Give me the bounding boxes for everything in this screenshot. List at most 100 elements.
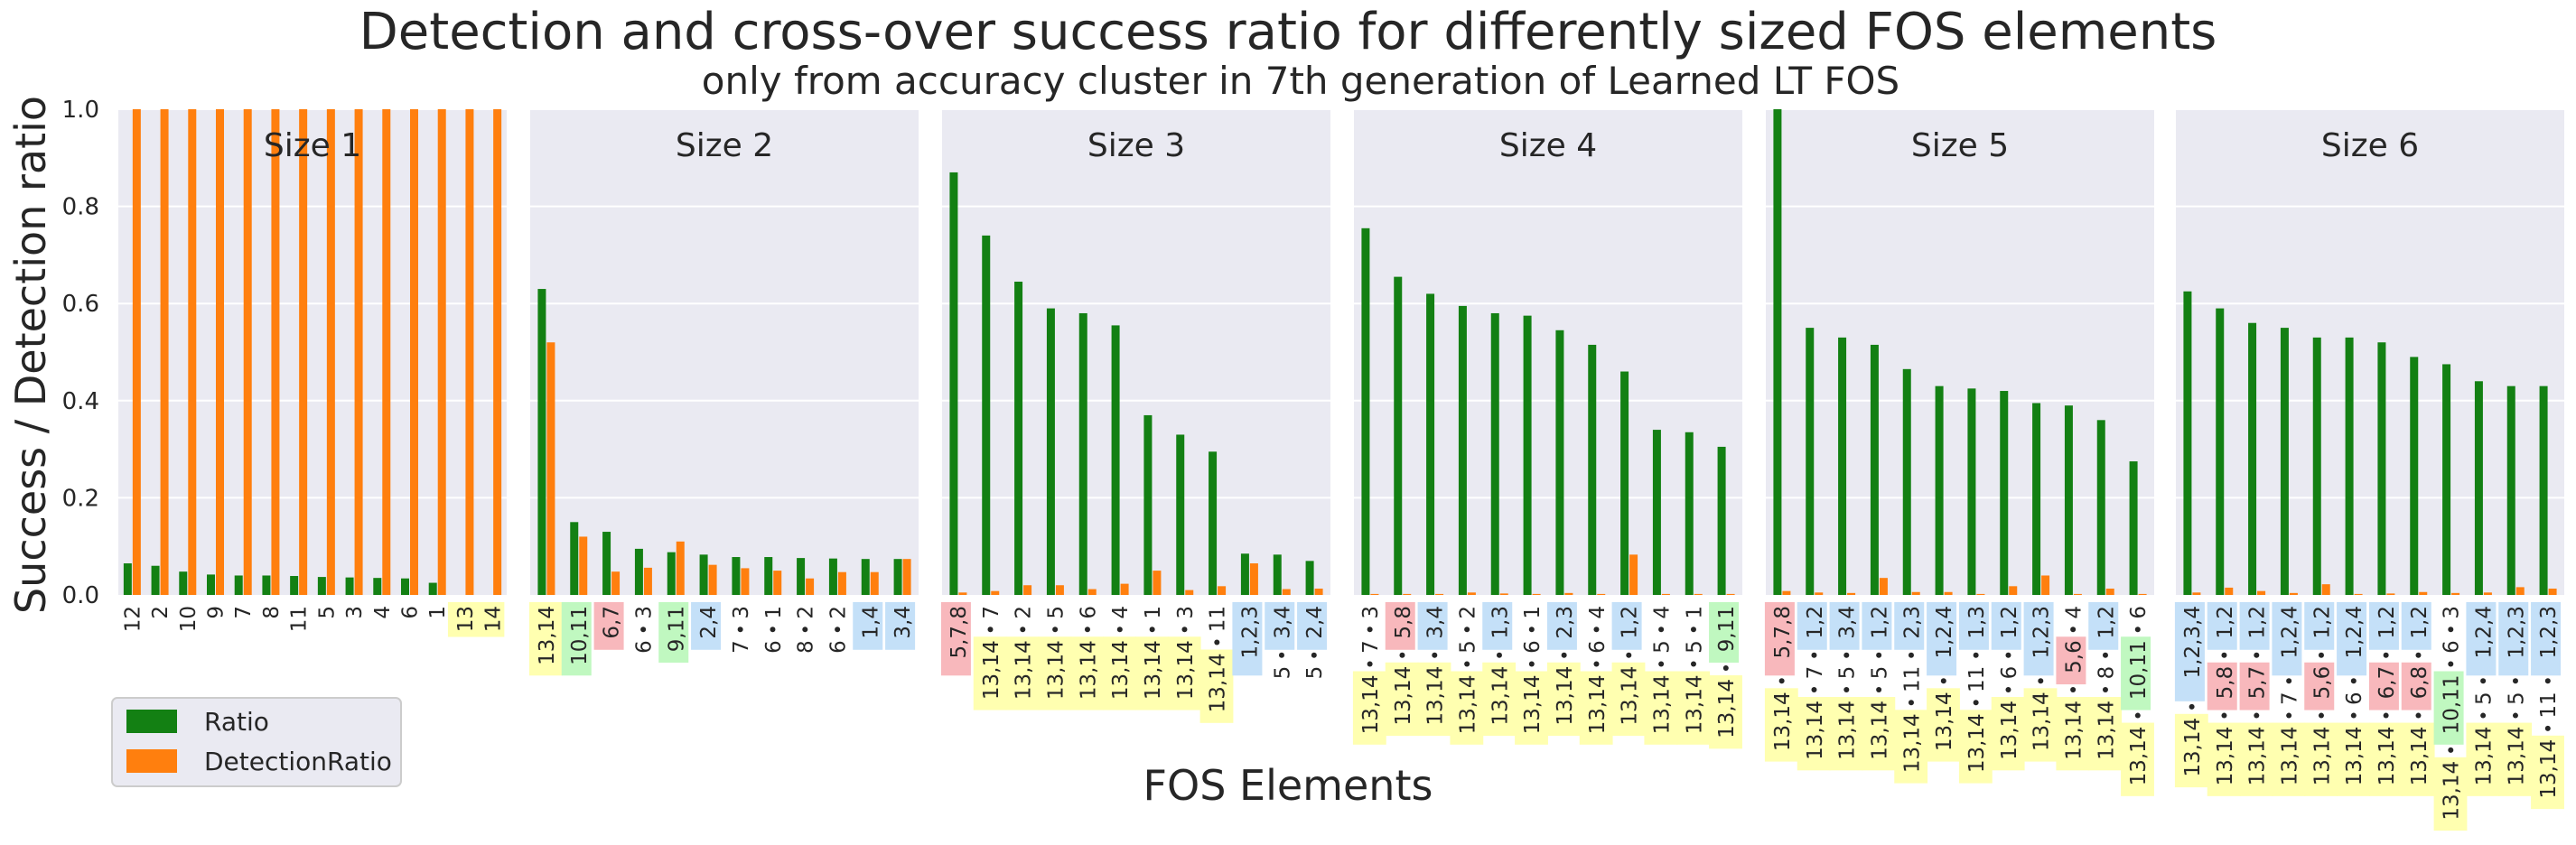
x-tick-label: 9 xyxy=(205,606,229,619)
bar-ratio xyxy=(207,574,215,595)
bar-detection-ratio xyxy=(1314,589,1323,595)
bar-detection-ratio xyxy=(1282,589,1291,595)
tick-separator-dot xyxy=(1432,652,1438,658)
tick-text: 1 xyxy=(1683,606,1706,619)
bar-ratio xyxy=(1426,293,1435,595)
x-tick-label: 1,3 11 13,14 xyxy=(1958,602,1993,784)
tick-text: 13,14 xyxy=(2278,727,2301,786)
tick-separator-dot xyxy=(1464,627,1470,633)
tick-separator-dot xyxy=(1496,652,1502,658)
y-tick-label: 0.2 xyxy=(62,485,99,512)
x-tick-label: 1 xyxy=(426,606,450,619)
bar-detection-ratio xyxy=(1218,586,1227,595)
x-tick-label: 9,11 13,14 xyxy=(1709,602,1742,749)
x-tick-label: 5,7,8 13,14 xyxy=(1764,602,1798,762)
bar-ratio xyxy=(1685,432,1694,595)
bar-ratio xyxy=(317,577,326,595)
tick-text: 1,2 xyxy=(2246,606,2270,639)
tick-text: 13,14 xyxy=(2441,761,2464,821)
tick-text: 7 xyxy=(730,640,753,654)
tick-text: 6,7 xyxy=(601,606,624,639)
bar-detection-ratio xyxy=(1370,593,1379,595)
tick-highlight-yellow xyxy=(2466,722,2500,796)
tick-separator-dot xyxy=(2189,703,2195,710)
bar-ratio xyxy=(2410,357,2419,595)
tick-highlight-blue xyxy=(2174,602,2205,701)
tick-text: 7 xyxy=(1359,640,1383,654)
tick-separator-dot xyxy=(1561,652,1567,658)
tick-separator-dot xyxy=(640,627,647,633)
tick-text: 5 xyxy=(1271,666,1294,680)
bar-detection-ratio xyxy=(708,564,717,595)
tick-text: 10 xyxy=(177,606,201,632)
x-tick-label: 3 xyxy=(343,606,367,619)
panel-size-5: 5,7,813,141,2713,143,4513,141,2513,142,3… xyxy=(1764,108,2154,796)
bar-ratio xyxy=(151,565,160,595)
tick-highlight-yellow xyxy=(2401,722,2435,796)
tick-highlight-yellow xyxy=(973,636,1007,710)
x-tick-label: 1 6 13,14 xyxy=(1515,606,1548,745)
legend: Ratio DetectionRatio xyxy=(111,697,402,787)
bar-detection-ratio xyxy=(1661,593,1670,595)
x-tick-label: 1,2 5,8 13,14 xyxy=(2207,602,2241,796)
tick-separator-dot xyxy=(1399,652,1405,658)
tick-separator-dot xyxy=(2254,712,2260,719)
x-tick-label: 1,2,3 xyxy=(1232,602,1263,676)
bar-detection-ratio xyxy=(2548,589,2557,595)
bar-ratio xyxy=(1361,228,1370,595)
bar-detection-ratio xyxy=(2073,593,2082,595)
bar-detection-ratio xyxy=(1629,554,1638,595)
tick-highlight-green xyxy=(658,602,689,664)
bar-ratio xyxy=(234,575,243,595)
tick-text: 13,14 xyxy=(1359,675,1383,735)
bar-ratio xyxy=(2216,308,2225,595)
tick-highlight-blue xyxy=(2498,602,2529,676)
tick-text: 11 xyxy=(1207,606,1230,632)
tick-text: 3,4 xyxy=(1271,606,1294,639)
tick-separator-dot xyxy=(1149,627,1155,633)
tick-separator-dot xyxy=(2544,678,2551,684)
bar-detection-ratio xyxy=(2386,593,2395,595)
tick-text: 13,14 xyxy=(1715,679,1739,738)
tick-separator-dot xyxy=(1593,661,1600,667)
tick-separator-dot xyxy=(1464,661,1470,667)
tick-highlight-blue xyxy=(1894,602,1925,650)
x-tick-label: 1,2 6,8 13,14 xyxy=(2401,602,2435,796)
bar-detection-ratio xyxy=(2009,586,2018,595)
tick-separator-dot xyxy=(1908,700,1914,706)
x-tick-label: 9,11 xyxy=(658,602,689,664)
tick-text: 5 xyxy=(1303,666,1327,680)
tick-text: 11 xyxy=(1965,666,1989,692)
tick-separator-dot xyxy=(2102,687,2108,693)
tick-text: 13,14 xyxy=(2375,727,2399,786)
tick-text: 1,3 xyxy=(1489,606,1512,639)
tick-separator-dot xyxy=(1116,627,1123,633)
x-tick-label: 313,14 xyxy=(1167,606,1201,710)
tick-separator-dot xyxy=(2070,687,2077,693)
legend-swatch-detection xyxy=(126,749,177,773)
x-tick-label: 6 10,11 13,14 xyxy=(2121,606,2154,796)
bar-ratio xyxy=(1935,385,1944,595)
tick-text: 13,14 xyxy=(1109,640,1133,700)
tick-separator-dot xyxy=(737,627,743,633)
tick-highlight-blue xyxy=(853,602,883,650)
bar-detection-ratio xyxy=(611,571,621,595)
x-tick-label: 2,3 13,14 xyxy=(1546,602,1581,737)
bar-detection-ratio xyxy=(1499,593,1508,595)
tick-text: 5 xyxy=(1836,666,1860,680)
tick-text: 2,3 xyxy=(1900,606,1924,639)
bar-ratio xyxy=(764,557,773,595)
tick-highlight-blue xyxy=(1797,602,1827,650)
tick-highlight-green xyxy=(1709,602,1740,664)
tick-highlight-yellow xyxy=(1958,710,1993,784)
bar-detection-ratio xyxy=(1815,592,1824,595)
tick-highlight-yellow xyxy=(2207,722,2241,796)
tick-text: 13,14 xyxy=(2343,727,2366,786)
bar-detection-ratio xyxy=(271,109,280,595)
bar-ratio xyxy=(602,532,611,595)
tick-text: 13,14 xyxy=(2246,727,2270,786)
y-tick-label: 0.0 xyxy=(62,582,99,609)
x-tick-label: 6,7 xyxy=(593,602,624,650)
tick-text: 13,14 xyxy=(1207,654,1230,713)
